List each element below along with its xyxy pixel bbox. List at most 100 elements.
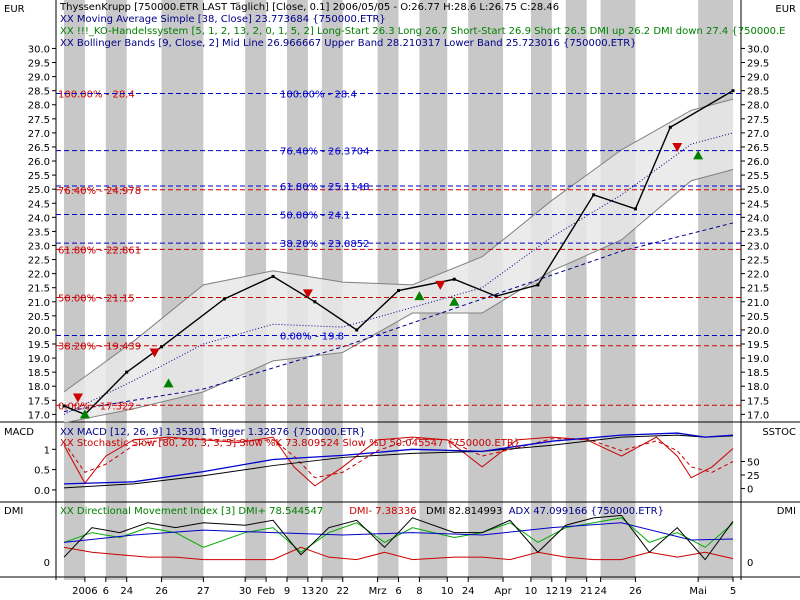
price-point (125, 370, 129, 374)
y-tick-label-left: 18.0 (28, 382, 50, 393)
y-tick-label-right: 29.5 (747, 59, 769, 70)
bollinger-lower-line (63, 168, 734, 424)
dmi-legend-entry: DMI 82.814993 (426, 506, 503, 517)
y-tick-label-right: 30.0 (747, 44, 769, 55)
y-tick-label-right: 22.0 (747, 270, 769, 281)
sstoc-tick-label: 50 (747, 458, 760, 469)
dmi-panel-label-left: DMI (4, 506, 23, 517)
macd-tick-label: 0.0 (34, 486, 50, 497)
y-tick-label-right: 21.5 (747, 284, 769, 295)
x-tick-label: Feb (257, 586, 275, 597)
x-tick-label: 20 (315, 586, 328, 597)
y-tick-label-left: 26.5 (28, 143, 50, 154)
sstoc-tick-label: 25 (747, 471, 760, 482)
price-point (271, 274, 275, 278)
macd-tick-label: 1 (44, 445, 50, 456)
bollinger-band-fill (64, 99, 733, 423)
short-signal-marker (149, 348, 160, 358)
adx-line (63, 522, 734, 543)
fib-label-blue: 76.40% - 26.3704 (280, 147, 369, 158)
y-tick-label-right: 18.5 (747, 368, 769, 379)
background-stripe (565, 0, 587, 580)
price-point (62, 404, 66, 408)
fib-label-red: 76.40% - 24.978 (58, 186, 141, 197)
x-tick-label: Mrz (369, 586, 387, 597)
dmi-line (63, 514, 734, 561)
y-tick-label-right: 21.0 (747, 298, 769, 309)
y-tick-label-right: 26.5 (747, 143, 769, 154)
long-signal-marker (449, 296, 460, 306)
y-tick-label-left: 30.0 (28, 44, 50, 55)
y-tick-label-right: 17.0 (747, 410, 769, 421)
background-stripe (530, 0, 552, 580)
fib-label-blue: 61.80% - 25.1148 (280, 182, 369, 193)
price-point (313, 300, 317, 304)
fib-label-red: 0.00% - 17.322 (58, 401, 135, 412)
y-tick-label-left: 17.0 (28, 410, 50, 421)
x-tick-label: 26 (155, 586, 168, 597)
short-signal-marker (302, 289, 313, 299)
x-tick-label: 27 (197, 586, 210, 597)
y-tick-label-left: 19.0 (28, 354, 50, 365)
y-tick-label-left: 27.5 (28, 115, 50, 126)
long-signal-marker (693, 150, 704, 160)
long-signal-marker (163, 378, 174, 388)
background-stripe (698, 0, 733, 580)
y-tick-label-right: 28.0 (747, 101, 769, 112)
x-tick-label: 13 (302, 586, 315, 597)
bollinger-upper-line (63, 98, 734, 393)
y-tick-label-right: 25.0 (747, 185, 769, 196)
x-tick-label: 6 (103, 586, 109, 597)
price-point (592, 193, 596, 197)
y-tick-label-right: 22.5 (747, 256, 769, 267)
y-tick-label-right: 23.5 (747, 227, 769, 238)
price-point (668, 125, 672, 129)
y-tick-label-left: 25.0 (28, 185, 50, 196)
price-legend-entry: XX Bollinger Bands [9, Close, 2] Mid Lin… (60, 38, 637, 49)
dmi-minus-line (63, 546, 734, 561)
short-signal-marker (435, 280, 446, 290)
y-tick-label-left: 29.0 (28, 73, 50, 84)
x-tick-label: 10 (525, 586, 538, 597)
y-tick-label-right: 29.0 (747, 73, 769, 84)
fib-label-blue: 0.00% - 19.8 (280, 332, 344, 343)
fib-label-blue: 38.20% - 23.0852 (280, 239, 369, 250)
y-tick-label-right: 19.0 (747, 354, 769, 365)
price-legend-entry: XX Moving Average Simple [38, Close] 23.… (60, 14, 386, 25)
price-point (452, 277, 456, 281)
macd-trigger-line (63, 434, 734, 489)
short-signal-marker (672, 142, 683, 152)
x-tick-label: 12 (545, 586, 558, 597)
y-tick-label-left: 19.5 (28, 340, 50, 351)
instrument-title: ThyssenKrupp [750000.ETR LAST Täglich] [… (59, 2, 559, 13)
x-tick-label: 24 (462, 586, 475, 597)
fib-label-red: 61.80% - 22.861 (58, 245, 141, 256)
sstoc-panel-label: SSTOC (762, 427, 796, 438)
fib-label-blue: 50.00% - 24.1 (280, 211, 350, 222)
y-tick-label-right: 23.0 (747, 241, 769, 252)
dmi-tick-label-left: 0 (44, 558, 50, 569)
dmi-legend-entry: ADX 47.099166 {750000.ETR} (509, 506, 664, 517)
x-tick-label: 10 (441, 586, 454, 597)
stoch-d-line (63, 438, 734, 479)
y-tick-label-right: 28.5 (747, 87, 769, 98)
y-tick-label-right: 20.0 (747, 326, 769, 337)
y-tick-label-right: 17.5 (747, 396, 769, 407)
price-point (536, 283, 540, 287)
price-legend-entry: XX !!!_KO-Handelssystem [5, 1, 2, 13, 2,… (60, 26, 785, 37)
x-tick-label: 30 (239, 586, 252, 597)
fib-label-red: 50.00% - 21.15 (58, 294, 135, 305)
x-tick-label: 24 (120, 586, 133, 597)
x-tick-label: Mai (689, 586, 707, 597)
price-point (160, 345, 164, 349)
x-tick-label: 19 (559, 586, 572, 597)
background-stripe (64, 0, 85, 580)
y-tick-label-left: 26.0 (28, 157, 50, 168)
dmi-panel-label-right: DMI (777, 506, 796, 517)
y-tick-label-left: 21.5 (28, 284, 50, 295)
y-tick-label-left: 20.5 (28, 312, 50, 323)
price-point (397, 289, 400, 293)
dmi-legend-entry: DMI- 7.38336 (349, 506, 416, 517)
macd-legend-entry: XX MACD [12, 26, 9] 1.35301 Trigger 1.32… (60, 427, 366, 438)
